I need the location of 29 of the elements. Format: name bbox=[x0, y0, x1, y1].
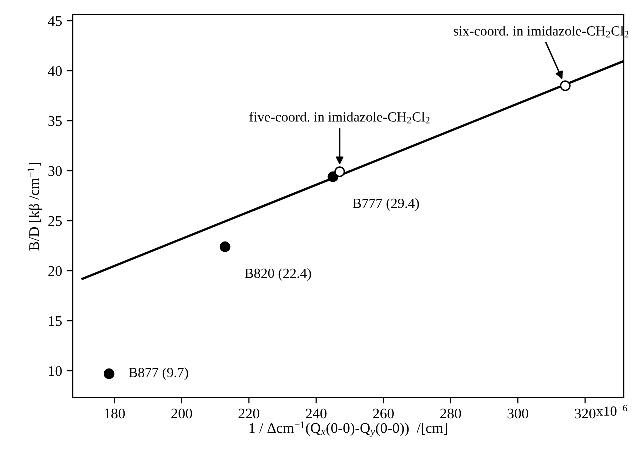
point bbox=[220, 242, 231, 252]
point bbox=[560, 80, 571, 92]
annotation: five-coord. in imidazole-CH$_{2}$Cl$_{2}$ bbox=[250, 112, 430, 124]
x-tick-label: 260 bbox=[373, 408, 394, 419]
y-tick-label: 30 bbox=[48, 166, 62, 176]
text: x10$^{−6}$ bbox=[596, 405, 628, 416]
x-tick-label: 200 bbox=[172, 408, 192, 419]
y-tick-label: 20 bbox=[48, 266, 62, 276]
x-tick-label: 280 bbox=[440, 408, 462, 419]
x-axis-title: 1 / Δcm$^{−1}$(Q$_{x}$(0-0)-Q$_{y}$(0-0)) /[cm] bbox=[250, 422, 448, 438]
annotation: B777 (29.4) bbox=[353, 198, 420, 212]
x-tick-label: 180 bbox=[105, 408, 126, 419]
point bbox=[104, 368, 115, 380]
point bbox=[328, 172, 339, 182]
annotation: B877 (9.7) bbox=[129, 368, 188, 380]
x-tick-label: 320 bbox=[575, 408, 596, 419]
y-tick-label: 25 bbox=[48, 216, 62, 226]
y-tick-label: 35 bbox=[48, 116, 62, 126]
annotation: six-coord. in imidazole-CH$_{2}$Cl$_{2}$ bbox=[454, 26, 629, 38]
point bbox=[334, 166, 346, 178]
x-tick-label: 300 bbox=[508, 408, 528, 419]
y-axis-title: B/D [kβ /cm$^{−1}$] bbox=[28, 163, 42, 251]
x-tick-label: 240 bbox=[306, 408, 327, 419]
y-tick-label: 40 bbox=[48, 66, 62, 76]
y-tick-label: 45 bbox=[48, 16, 62, 26]
y-tick-label: 10 bbox=[49, 366, 62, 376]
y-tick-label: 15 bbox=[49, 316, 62, 326]
annotation: B820 (22.4) bbox=[245, 268, 312, 282]
x-tick-label: 220 bbox=[238, 408, 260, 419]
